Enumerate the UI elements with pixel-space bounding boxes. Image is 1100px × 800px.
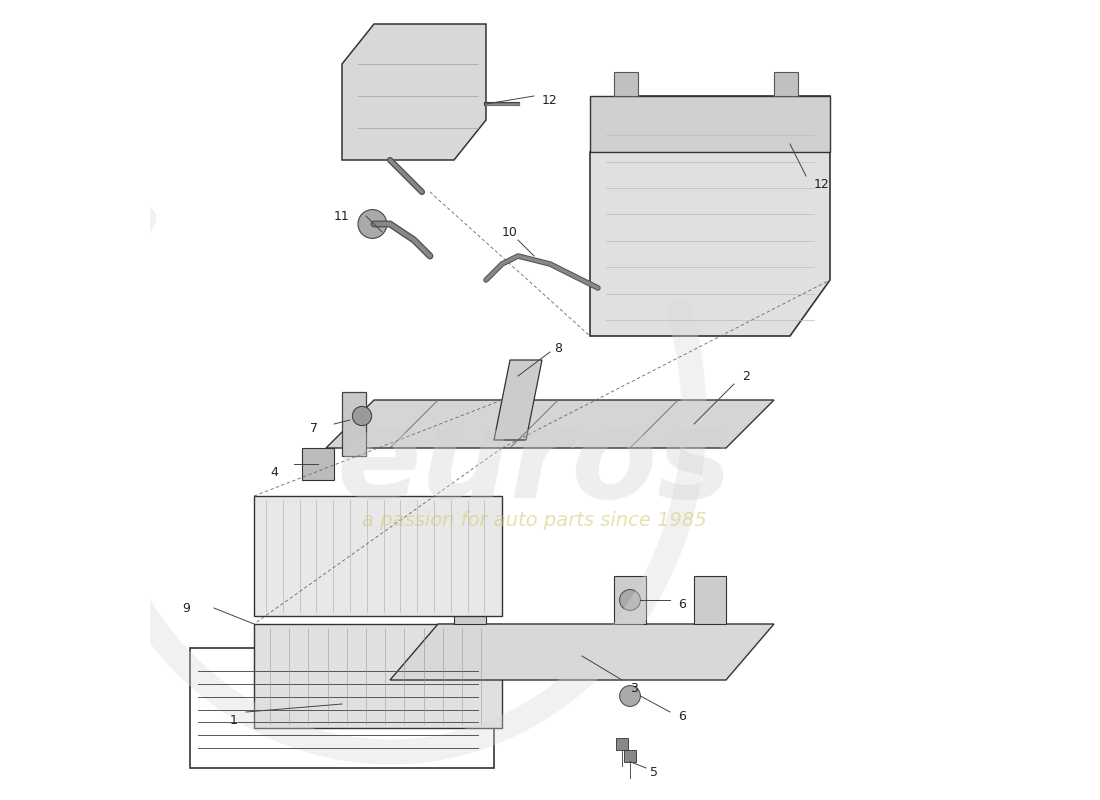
Polygon shape (326, 400, 774, 448)
Text: 10: 10 (502, 226, 518, 238)
Polygon shape (694, 576, 726, 624)
Polygon shape (302, 448, 334, 480)
Text: 6: 6 (678, 598, 686, 610)
Polygon shape (590, 96, 830, 336)
Circle shape (619, 590, 640, 610)
Polygon shape (614, 576, 646, 624)
Text: 12: 12 (542, 94, 558, 106)
Text: 9: 9 (182, 602, 190, 614)
Text: 4: 4 (270, 466, 278, 478)
Text: 11: 11 (334, 210, 350, 222)
Polygon shape (454, 576, 486, 624)
Text: 12: 12 (814, 178, 829, 190)
Text: 5: 5 (650, 766, 658, 778)
Circle shape (619, 686, 640, 706)
Text: a passion for auto parts since 1985: a passion for auto parts since 1985 (362, 510, 706, 530)
Bar (774, 72, 798, 96)
Bar (616, 738, 628, 750)
Circle shape (358, 210, 387, 238)
Text: 8: 8 (554, 342, 562, 354)
Bar (624, 750, 637, 762)
Text: 1: 1 (230, 714, 238, 726)
Polygon shape (254, 496, 502, 616)
Polygon shape (390, 624, 774, 680)
Polygon shape (254, 624, 502, 728)
Text: 2: 2 (742, 370, 750, 382)
Text: euros: euros (337, 403, 732, 525)
Text: 3: 3 (630, 682, 638, 694)
Polygon shape (590, 96, 830, 152)
Text: 7: 7 (310, 422, 318, 434)
Text: 6: 6 (678, 710, 686, 722)
Circle shape (352, 406, 372, 426)
Bar (342, 392, 366, 456)
Polygon shape (494, 360, 542, 440)
Bar (614, 72, 638, 96)
Polygon shape (342, 24, 486, 160)
